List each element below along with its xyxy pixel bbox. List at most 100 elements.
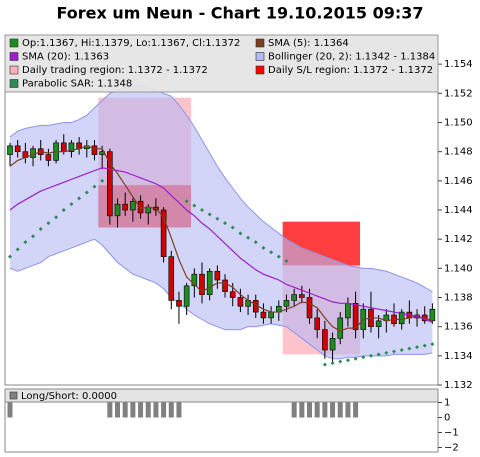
candle-body <box>91 145 98 155</box>
panel-title: Long/Short: 0.0000 <box>21 391 117 402</box>
sar-dot <box>392 349 396 354</box>
sar-dot <box>399 348 404 352</box>
y-tick-label: 1.138 <box>444 293 473 304</box>
candle-body <box>199 273 205 295</box>
y-tick-label: 1.136 <box>444 322 473 333</box>
candle-body <box>429 308 436 322</box>
region-cell <box>351 221 361 266</box>
candle-body <box>260 311 267 319</box>
legend-box <box>4 34 439 93</box>
candle-body <box>322 329 328 351</box>
bar <box>138 402 144 418</box>
candle-body <box>30 148 36 158</box>
sar-dot <box>200 208 204 212</box>
y-tick-label: 1.148 <box>444 147 473 158</box>
bar <box>299 402 305 418</box>
legend-swatch <box>255 52 265 61</box>
candle-body <box>229 291 236 298</box>
sar-dot <box>338 359 343 364</box>
sar-dot <box>261 245 266 250</box>
candle-body <box>168 256 175 301</box>
candle-body <box>375 320 382 327</box>
candle-body <box>352 303 359 330</box>
sar-dot <box>253 240 258 245</box>
candle-body <box>160 209 167 257</box>
candle-body <box>283 300 290 307</box>
legend-label: SMA (5): 1.1364 <box>268 38 349 49</box>
candle-body <box>299 294 305 298</box>
candle-body <box>114 203 121 217</box>
candle-body <box>183 285 190 307</box>
legend-swatch <box>9 52 19 61</box>
sar-dot <box>238 231 243 236</box>
sar-dot <box>38 226 43 231</box>
candle-body <box>122 203 128 211</box>
y-tick-label: −2 <box>444 443 459 454</box>
bollinger-band <box>10 84 433 359</box>
bar <box>337 402 343 418</box>
sar-dot <box>8 254 12 259</box>
bollinger-lower <box>9 238 433 360</box>
y-tick-label: 1 <box>444 398 450 409</box>
candle-body <box>337 317 344 339</box>
bar <box>107 402 113 418</box>
candle-body <box>176 300 182 307</box>
bollinger-upper <box>9 84 433 293</box>
sar-dot <box>77 196 82 201</box>
sar-dot <box>69 202 74 207</box>
candle-body <box>222 279 228 292</box>
bar <box>115 402 121 418</box>
sar-dot <box>353 356 358 361</box>
bar <box>322 402 328 418</box>
candle-body <box>45 154 52 161</box>
bar <box>345 402 351 418</box>
candle-body <box>206 270 213 295</box>
region-cell <box>336 221 345 266</box>
legend-label: SMA (20): 1.1363 <box>22 52 109 63</box>
sar-dot <box>31 234 36 239</box>
legend-label: Daily S/L region: 1.1372 - 1.1372 <box>268 65 433 76</box>
candle-body <box>60 142 67 152</box>
legend-swatch <box>255 38 265 48</box>
sar-dot <box>322 362 327 367</box>
sar-dot <box>246 235 251 240</box>
bar <box>291 402 297 418</box>
bar <box>353 402 359 418</box>
sar-dot <box>92 184 97 189</box>
region-cell <box>328 221 337 266</box>
candle-body <box>329 338 336 351</box>
legend-swatch <box>255 65 265 75</box>
legend-label: Bollinger (20, 2): 1.1342 - 1.1384 <box>268 52 435 63</box>
legend-label: Parabolic SAR: 1.1348 <box>22 79 132 90</box>
candle-body <box>7 145 13 155</box>
region-cell <box>305 221 314 266</box>
bar <box>168 402 174 418</box>
candle-body <box>345 303 351 319</box>
bar <box>7 402 13 418</box>
bar <box>176 402 182 418</box>
sar-dot <box>269 250 274 255</box>
chart-title: Forex um Neun - Chart 19.10.2015 09:37 <box>56 4 423 23</box>
y-tick-label: 1.142 <box>444 234 473 245</box>
bar <box>145 402 151 418</box>
sar-dot <box>215 216 220 221</box>
sar-dot <box>223 221 228 226</box>
candle-body <box>107 151 113 217</box>
candle-body <box>191 273 198 287</box>
sar-dot <box>100 178 105 183</box>
y-tick-label: 1.152 <box>444 88 473 99</box>
candle-body <box>291 294 297 301</box>
y-tick-label: 1.140 <box>444 263 473 274</box>
legend-swatch <box>9 391 18 400</box>
bar <box>122 402 128 418</box>
y-tick-label: 1.134 <box>444 351 473 362</box>
y-tick-label: 1.144 <box>444 205 473 216</box>
sar-dot <box>15 247 20 252</box>
sar-dot <box>23 240 28 245</box>
sar-dot <box>415 345 420 350</box>
candle-body <box>314 317 321 330</box>
bar <box>153 402 159 418</box>
sar-dot <box>345 358 350 363</box>
candle-body <box>398 311 405 325</box>
